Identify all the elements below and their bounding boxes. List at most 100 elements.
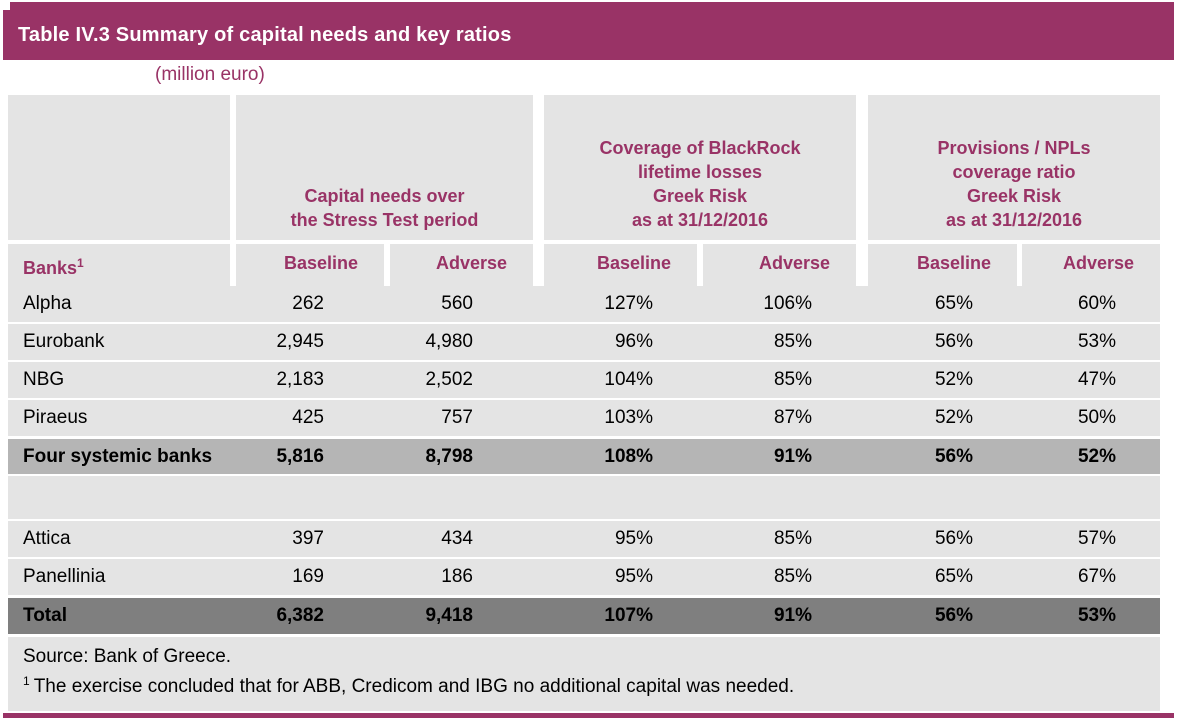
bank-name-cell: Piraeus — [23, 407, 88, 428]
total-row: Total 6,382 9,418 107% 91% 56% 53% — [8, 598, 1160, 634]
value-cell: 9,418 — [425, 605, 473, 626]
group-header-line: Provisions / NPLs — [937, 138, 1091, 158]
scenario-column-header: Adverse — [703, 244, 856, 288]
table-footer: Source: Bank of Greece. 1 The exercise co… — [8, 637, 1160, 712]
group-header-line: as at 31/12/2016 — [631, 210, 769, 230]
group-header-line: Greek Risk — [652, 186, 748, 206]
value-cell: 104% — [604, 369, 653, 390]
spacer-row — [8, 476, 1160, 519]
group-header-line: Coverage of BlackRock — [599, 138, 801, 158]
banks-column-header: Banks1 — [8, 244, 230, 288]
scenario-column-header: Baseline — [544, 244, 697, 288]
footnote-text: The exercise concluded that for ABB, Cre… — [33, 676, 795, 698]
scenario-column-header: Baseline — [236, 244, 384, 288]
table-row-alpha: Alpha 262 560 127% 106% 65% 60% — [8, 286, 1160, 322]
column-group-header-provisions-npls: Provisions / NPLs coverage ratio Greek R… — [868, 95, 1160, 240]
units-label: (million euro) — [155, 64, 265, 85]
value-cell: 2,945 — [276, 331, 324, 352]
value-cell: 127% — [604, 293, 653, 314]
banks-footnote-marker: 1 — [77, 256, 84, 270]
value-cell: 2,502 — [425, 369, 473, 390]
table-title: Table IV.3 Summary of capital needs and … — [18, 23, 512, 46]
table-row-panellinia: Panellinia 169 186 95% 85% 65% 67% — [8, 559, 1160, 595]
value-cell: 560 — [441, 293, 473, 314]
value-cell: 85% — [773, 369, 812, 390]
total-label-cell: Total — [23, 605, 67, 626]
value-cell: 107% — [604, 605, 653, 626]
value-cell: 85% — [773, 566, 812, 587]
value-cell: 65% — [934, 293, 973, 314]
group-header-line: lifetime losses — [637, 162, 763, 182]
value-cell: 85% — [773, 528, 812, 549]
value-cell: 91% — [773, 446, 812, 467]
table-row-nbg: NBG 2,183 2,502 104% 85% 52% 47% — [8, 362, 1160, 398]
bank-name-cell: Panellinia — [23, 566, 106, 587]
bank-name-cell: Alpha — [23, 293, 72, 314]
table-title-bar: Table IV.3 Summary of capital needs and … — [3, 10, 1174, 60]
bank-name-cell: NBG — [23, 369, 65, 390]
subtotal-row-four-systemic-banks: Four systemic banks 5,816 8,798 108% 91%… — [8, 439, 1160, 474]
bank-name-cell: Eurobank — [23, 331, 105, 352]
value-cell: 106% — [763, 293, 812, 314]
banks-group-header-empty — [8, 95, 230, 240]
value-cell: 186 — [441, 566, 473, 587]
value-cell: 6,382 — [276, 605, 324, 626]
value-cell: 56% — [934, 605, 973, 626]
bottom-border-line — [3, 713, 1174, 718]
group-header-line: the Stress Test period — [290, 210, 479, 230]
column-group-header-blackrock-coverage: Coverage of BlackRock lifetime losses Gr… — [544, 95, 856, 240]
value-cell: 262 — [292, 293, 324, 314]
value-cell: 56% — [934, 528, 973, 549]
value-cell: 53% — [1077, 605, 1116, 626]
value-cell: 4,980 — [425, 331, 473, 352]
value-cell: 95% — [614, 566, 653, 587]
value-cell: 5,816 — [276, 446, 324, 467]
scenario-header-row: Banks1 Baseline Adverse Baseline Adverse… — [8, 244, 1160, 288]
banks-column-header-label: Banks — [23, 258, 78, 278]
value-cell: 53% — [1077, 331, 1116, 352]
value-cell: 47% — [1077, 369, 1116, 390]
value-cell: 67% — [1077, 566, 1116, 587]
subtotal-label-cell: Four systemic banks — [23, 446, 213, 467]
value-cell: 57% — [1077, 528, 1116, 549]
column-group-header-capital-needs: Capital needs over the Stress Test perio… — [236, 95, 533, 240]
table-row-piraeus: Piraeus 425 757 103% 87% 52% 50% — [8, 400, 1160, 436]
value-cell: 108% — [604, 446, 653, 467]
bank-name-cell: Attica — [23, 528, 71, 549]
group-header-line: Greek Risk — [966, 186, 1062, 206]
value-cell: 169 — [292, 566, 324, 587]
scenario-column-header: Baseline — [868, 244, 1017, 288]
table-row-eurobank: Eurobank 2,945 4,980 96% 85% 56% 53% — [8, 324, 1160, 360]
footnote: 1 The exercise concluded that for ABB, Cr… — [23, 669, 1146, 699]
value-cell: 56% — [934, 446, 973, 467]
scenario-column-header: Adverse — [1022, 244, 1160, 288]
value-cell: 87% — [773, 407, 812, 428]
value-cell: 91% — [773, 605, 812, 626]
value-cell: 85% — [773, 331, 812, 352]
source-note: Source: Bank of Greece. — [23, 646, 232, 667]
group-header-line: as at 31/12/2016 — [945, 210, 1083, 230]
value-cell: 56% — [934, 331, 973, 352]
value-cell: 96% — [614, 331, 653, 352]
value-cell: 95% — [614, 528, 653, 549]
group-header-line: coverage ratio — [952, 162, 1076, 182]
value-cell: 103% — [604, 407, 653, 428]
value-cell: 757 — [441, 407, 473, 428]
capital-needs-table: Capital needs over the Stress Test perio… — [8, 95, 1160, 712]
title-bar-accent-strip — [10, 2, 1174, 10]
value-cell: 434 — [441, 528, 473, 549]
value-cell: 52% — [1077, 446, 1116, 467]
value-cell: 2,183 — [276, 369, 324, 390]
value-cell: 50% — [1077, 407, 1116, 428]
table-row-attica: Attica 397 434 95% 85% 56% 57% — [8, 521, 1160, 557]
scenario-column-header: Adverse — [390, 244, 533, 288]
column-group-header-row: Capital needs over the Stress Test perio… — [8, 95, 1160, 240]
value-cell: 425 — [292, 407, 324, 428]
value-cell: 60% — [1077, 293, 1116, 314]
group-header-line: Capital needs over — [304, 186, 465, 206]
value-cell: 8,798 — [425, 446, 473, 467]
value-cell: 65% — [934, 566, 973, 587]
value-cell: 52% — [934, 369, 973, 390]
value-cell: 52% — [934, 407, 973, 428]
